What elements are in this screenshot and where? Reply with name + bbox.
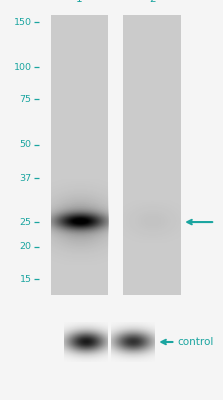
Text: 1: 1 <box>76 0 83 4</box>
Text: 75: 75 <box>20 95 32 104</box>
Text: 100: 100 <box>14 63 32 72</box>
Text: 20: 20 <box>20 242 32 252</box>
Text: 150: 150 <box>14 18 32 27</box>
Text: 37: 37 <box>20 174 32 183</box>
Text: control: control <box>178 337 214 347</box>
Text: 2: 2 <box>149 0 155 4</box>
Text: 25: 25 <box>20 218 32 226</box>
Text: 50: 50 <box>20 140 32 149</box>
Bar <box>123 15 181 295</box>
Bar <box>51 15 108 295</box>
Text: 15: 15 <box>20 274 32 284</box>
